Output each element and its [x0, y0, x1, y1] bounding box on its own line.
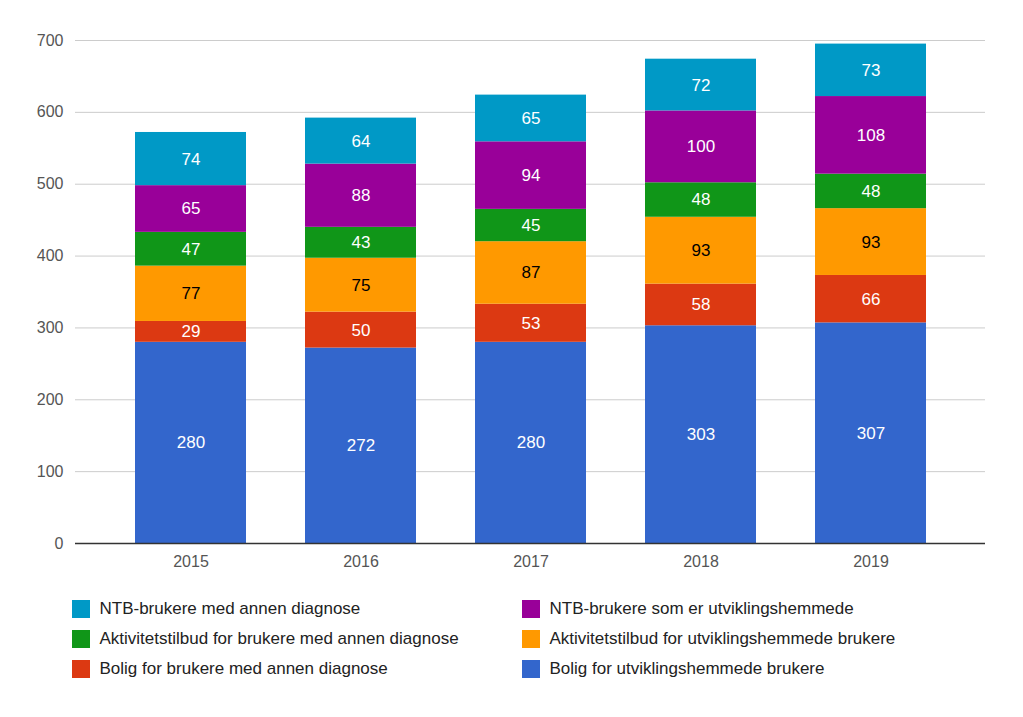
svg-text:200: 200 [37, 391, 64, 408]
svg-text:29: 29 [182, 322, 201, 341]
svg-text:93: 93 [862, 232, 881, 251]
svg-text:73: 73 [862, 61, 881, 80]
svg-text:65: 65 [522, 109, 541, 128]
svg-text:2018: 2018 [683, 553, 719, 570]
svg-text:94: 94 [522, 166, 541, 185]
svg-text:0: 0 [55, 535, 64, 552]
svg-text:2016: 2016 [343, 553, 379, 570]
svg-text:50: 50 [352, 321, 371, 340]
svg-text:400: 400 [37, 247, 64, 264]
svg-text:74: 74 [182, 150, 201, 169]
svg-text:66: 66 [862, 290, 881, 309]
svg-text:93: 93 [692, 241, 711, 260]
svg-text:280: 280 [177, 433, 205, 452]
svg-text:87: 87 [522, 263, 541, 282]
html-text:Bolig for brukere med annen di: Bolig for brukere med annen diagnose [99, 659, 388, 678]
svg-text:45: 45 [522, 216, 541, 235]
svg-text:100: 100 [37, 463, 64, 480]
svg-text:2019: 2019 [853, 553, 889, 570]
svg-text:303: 303 [687, 425, 715, 444]
svg-text:48: 48 [862, 182, 881, 201]
svg-text:64: 64 [352, 132, 371, 151]
svg-text:700: 700 [37, 32, 64, 49]
svg-text:500: 500 [37, 175, 64, 192]
svg-text:2015: 2015 [173, 553, 209, 570]
svg-text:280: 280 [517, 433, 545, 452]
svg-text:600: 600 [37, 103, 64, 120]
svg-text:48: 48 [692, 190, 711, 209]
svg-text:88: 88 [352, 186, 371, 205]
svg-text:307: 307 [857, 424, 885, 443]
svg-text:65: 65 [182, 199, 201, 218]
svg-text:2017: 2017 [513, 553, 549, 570]
svg-text:72: 72 [692, 75, 711, 94]
html-text:Bolig for utviklingshemmede br: Bolig for utviklingshemmede brukere [549, 659, 825, 678]
svg-text:75: 75 [352, 276, 371, 295]
html-text:Aktivitetstilbud for utvikling: Aktivitetstilbud for utviklingshemmede b… [549, 629, 896, 648]
svg-text:47: 47 [182, 240, 201, 259]
svg-text:77: 77 [182, 284, 201, 303]
html-text:NTB-brukere med annen diagnose: NTB-brukere med annen diagnose [99, 599, 361, 618]
svg-text:58: 58 [692, 295, 711, 314]
html-text:Aktivitetstilbud for brukere m: Aktivitetstilbud for brukere med annen d… [99, 629, 459, 648]
svg-text:100: 100 [687, 137, 715, 156]
svg-text:53: 53 [522, 314, 541, 333]
svg-text:272: 272 [347, 436, 375, 455]
svg-text:300: 300 [37, 319, 64, 336]
html-text:NTB-brukere som er utviklingsh: NTB-brukere som er utviklingshemmede [549, 599, 854, 618]
svg-text:43: 43 [352, 233, 371, 252]
svg-text:108: 108 [857, 126, 885, 145]
